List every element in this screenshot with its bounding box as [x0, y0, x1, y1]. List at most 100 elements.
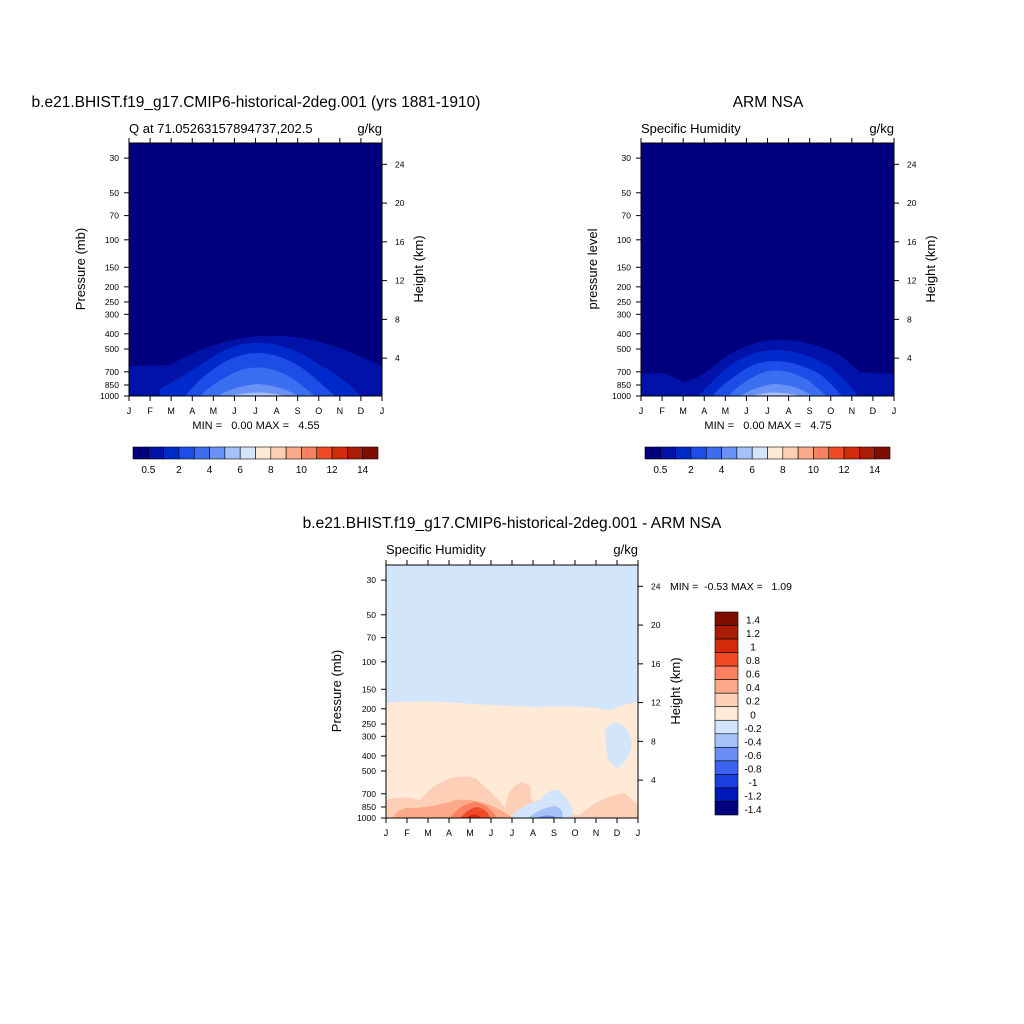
colorbar-swatch	[705, 446, 722, 460]
y-tick-label: 100	[362, 657, 376, 667]
x-tick-label: S	[807, 406, 813, 416]
panel-diff-contour-minus-0-4	[537, 815, 558, 818]
y-tick-label: 250	[362, 719, 376, 729]
y-tick-label: 200	[105, 282, 119, 292]
panel-model-ylabel-right: Height (km)	[411, 235, 426, 302]
y-tick-label: 1000	[612, 391, 631, 401]
panel-obs-contour-4	[740, 384, 812, 396]
panel-diff-min-max: MIN = -0.53 MAX = 1.09	[670, 581, 792, 593]
y-tick-right-label: 24	[651, 581, 661, 591]
x-tick-label: A	[446, 828, 452, 838]
y-tick-label: 30	[110, 153, 120, 163]
y-tick-label: 400	[105, 329, 119, 339]
colorbar-swatch	[193, 446, 210, 460]
colorbar-label: 14	[869, 465, 881, 476]
panel-obs-contour-4-5	[752, 392, 800, 396]
colorbar-swatch	[714, 733, 739, 748]
y-tick-label: 200	[617, 282, 631, 292]
x-tick-label: F	[147, 406, 153, 416]
colorbar-label: 2	[176, 465, 182, 476]
colorbar-swatch	[644, 446, 661, 460]
x-tick-label: J	[636, 828, 641, 838]
y-tick-right-label: 8	[651, 736, 656, 746]
colorbar-swatch	[675, 446, 692, 460]
colorbar-label: 4	[207, 465, 213, 476]
y-tick-label: 100	[105, 235, 119, 245]
colorbar-label: 0.2	[746, 697, 760, 708]
x-tick-label: J	[765, 406, 770, 416]
x-tick-label: J	[127, 406, 132, 416]
y-tick-label: 30	[367, 575, 377, 585]
y-tick-right-label: 4	[907, 353, 912, 363]
x-tick-label: J	[510, 828, 515, 838]
colorbar-label: 1	[750, 643, 756, 654]
colorbar-swatch	[714, 774, 739, 789]
colorbar-label: 12	[327, 465, 339, 476]
y-tick-label: 70	[367, 633, 377, 643]
colorbar-label: 1.4	[746, 616, 760, 627]
colorbar-label: -1	[749, 778, 758, 789]
colorbar-swatch	[813, 446, 830, 460]
y-tick-label: 500	[362, 766, 376, 776]
y-tick-label: 300	[105, 309, 119, 319]
x-tick-label: D	[870, 406, 877, 416]
colorbar-swatch	[714, 747, 739, 762]
x-tick-label: D	[614, 828, 621, 838]
colorbar-label: 12	[839, 465, 851, 476]
colorbar-label: 0.5	[653, 465, 667, 476]
colorbar-swatch	[714, 692, 739, 708]
y-tick-right-label: 12	[395, 276, 405, 286]
y-tick-label: 500	[105, 344, 119, 354]
colorbar-label: 2	[688, 465, 694, 476]
y-tick-label: 1000	[357, 813, 376, 823]
colorbar-swatch	[331, 446, 348, 460]
y-tick-label: 100	[617, 235, 631, 245]
colorbar-swatch	[714, 665, 739, 680]
x-tick-label: S	[295, 406, 301, 416]
x-tick-label: N	[337, 406, 344, 416]
x-tick-label: O	[315, 406, 322, 416]
y-tick-label: 300	[362, 731, 376, 741]
y-tick-right-label: 24	[907, 159, 917, 169]
colorbar-swatch	[874, 446, 891, 460]
colorbar-swatch	[178, 446, 195, 460]
y-tick-label: 850	[362, 802, 376, 812]
colorbar-label: 4	[719, 465, 725, 476]
y-tick-right-label: 20	[907, 198, 917, 208]
panel-obs-units-label: g/kg	[869, 121, 894, 136]
panel-diff-field	[386, 565, 638, 818]
y-tick-right-label: 16	[907, 237, 917, 247]
y-tick-label: 30	[622, 153, 632, 163]
y-tick-right-label: 16	[651, 659, 661, 669]
colorbar-swatch	[714, 706, 739, 721]
colorbar-swatch	[163, 446, 180, 460]
colorbar-swatch	[714, 611, 739, 626]
colorbar-swatch	[270, 446, 287, 460]
y-tick-label: 50	[367, 610, 377, 620]
colorbar-swatch	[224, 446, 241, 460]
colorbar-swatch	[797, 446, 814, 460]
colorbar-label: 0.6	[746, 670, 760, 681]
panel-model-colorbar: 0.5 2 4 6 8 10 12 14	[132, 446, 379, 476]
y-tick-label: 250	[617, 297, 631, 307]
y-tick-right-label: 4	[651, 775, 656, 785]
panel-diff-contour-minus-0-2	[528, 806, 563, 818]
y-tick-right-label: 12	[907, 276, 917, 286]
y-tick-label: 150	[362, 684, 376, 694]
panel-diff-contour-1	[466, 814, 482, 818]
colorbar-swatch	[714, 625, 739, 640]
panel-obs-colorbar: 0.5 2 4 6 8 10 12 14	[644, 446, 891, 476]
y-tick-label: 400	[617, 329, 631, 339]
colorbar-label: 0.8	[746, 656, 760, 667]
colorbar-swatch	[301, 446, 318, 460]
panel-obs-min-max: MIN = 0.00 MAX = 4.75	[704, 420, 831, 432]
x-tick-label: A	[701, 406, 707, 416]
colorbar-label: 10	[808, 465, 820, 476]
colorbar-swatch	[690, 446, 707, 460]
x-tick-label: M	[466, 828, 474, 838]
panel-model-variable-label: Q at 71.05263157894737,202.5	[129, 121, 313, 136]
panel-model-min-max: MIN = 0.00 MAX = 4.55	[192, 420, 319, 432]
colorbar-swatch	[859, 446, 875, 460]
colorbar-label: -0.8	[744, 764, 762, 775]
